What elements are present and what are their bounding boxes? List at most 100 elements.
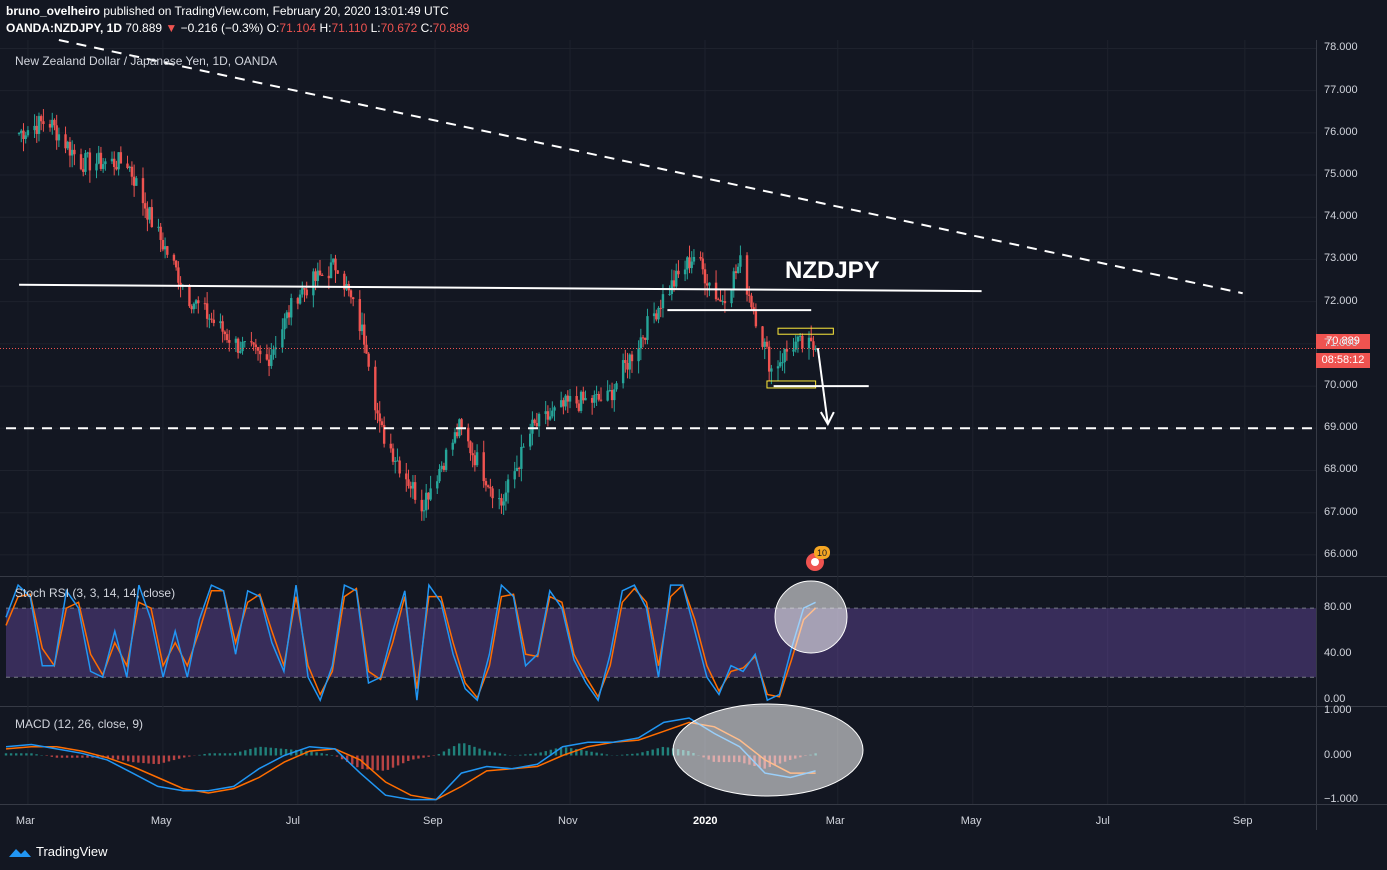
macd-hist-bar — [9, 753, 13, 756]
y-tick-label: 69.000 — [1324, 421, 1358, 434]
y-tick-label: 77.000 — [1324, 83, 1358, 96]
macd-hist-bar — [4, 753, 8, 756]
candle-body — [212, 319, 215, 324]
candle-body — [584, 398, 587, 401]
candle-body — [455, 432, 459, 437]
candle-body — [515, 467, 519, 472]
candle-body — [502, 501, 505, 506]
macd-y-tick-label: −1.000 — [1324, 792, 1358, 805]
candle-body — [42, 121, 45, 125]
x-tick-label: Sep — [1232, 815, 1253, 827]
event-badge-dot — [811, 558, 819, 566]
candle-body — [655, 313, 658, 320]
macd-hist-bar — [269, 747, 272, 756]
macd-hist-bar — [203, 753, 206, 756]
candle-body — [130, 166, 134, 177]
x-tick-label: Sep — [423, 815, 443, 827]
candle-body — [318, 270, 322, 275]
candle-body — [613, 389, 616, 401]
candle-body — [97, 152, 100, 164]
candle-body — [267, 359, 271, 366]
candle-body — [621, 360, 625, 384]
candle-body — [33, 125, 36, 131]
candle-body — [522, 446, 525, 448]
macd-hist-bar — [656, 748, 659, 756]
candle-body — [394, 460, 397, 462]
tradingview-icon — [9, 848, 31, 857]
macd-line — [5, 717, 816, 801]
y-tick-label: 74.000 — [1324, 210, 1358, 223]
candle-body — [535, 423, 539, 427]
candle-body — [670, 280, 674, 295]
candle-body — [376, 410, 379, 414]
macd-hist-bar — [493, 752, 497, 756]
macd-hist-bar — [325, 754, 328, 756]
macd-hist-bar — [239, 751, 242, 756]
candle-body — [39, 116, 43, 122]
macd-hist-bar — [590, 751, 593, 756]
candle-body — [628, 354, 631, 370]
candle-body — [26, 130, 30, 136]
macd-hist-bar — [534, 753, 537, 756]
macd-hist-bar — [30, 753, 33, 756]
candle-body — [453, 432, 457, 443]
candle-body — [566, 395, 570, 402]
candle-body — [810, 337, 813, 342]
macd-hist-bar — [172, 755, 176, 761]
candle-body — [349, 290, 353, 298]
macd-hist-bar — [529, 753, 532, 756]
candle-body — [396, 460, 399, 462]
candle-body — [659, 307, 662, 309]
macd-hist-bar — [208, 753, 211, 756]
candle-body — [365, 344, 368, 354]
candle-body — [225, 334, 229, 341]
author-name[interactable]: bruno_ovelheiro — [6, 4, 101, 18]
candle-body — [537, 413, 541, 427]
macd-hist-bar — [483, 750, 486, 756]
candle-body — [398, 460, 401, 474]
tradingview-logo[interactable]: TradingView — [8, 844, 108, 859]
candle-body — [205, 303, 209, 319]
candle-body — [413, 482, 417, 500]
candle-body — [20, 130, 23, 134]
candle-body — [115, 167, 118, 170]
y-tick-label: 66.000 — [1324, 547, 1358, 560]
candle-body — [484, 481, 488, 486]
candle-body — [163, 246, 167, 250]
candle-body — [24, 135, 27, 140]
macd-hist-bar — [198, 754, 201, 756]
macd-y-tick-label: 0.000 — [1324, 748, 1352, 761]
ohlc-line: OANDA:NZDJPY, 1D 70.889 ▼ −0.216 (−0.3%)… — [6, 21, 469, 35]
candle-body — [688, 257, 691, 269]
candle-body — [763, 341, 766, 347]
candle-body — [657, 307, 660, 320]
candle-body — [546, 411, 550, 420]
change-value: −0.216 (−0.3%) — [180, 21, 264, 35]
candle-body — [770, 368, 773, 372]
macd-hist-bar — [310, 751, 313, 756]
candle-body — [285, 312, 288, 319]
macd-hist-bar — [340, 755, 344, 760]
candle-body — [767, 346, 771, 372]
macd-hist-bar — [631, 753, 634, 756]
candle-body — [343, 273, 346, 290]
macd-hist-bar — [539, 752, 542, 756]
candle-body — [82, 169, 85, 172]
candle-body — [626, 362, 629, 370]
candle-body — [792, 349, 795, 352]
macd-hist-bar — [223, 753, 227, 756]
y-tick-label: 75.000 — [1324, 168, 1358, 181]
y-tick-label: 67.000 — [1324, 505, 1358, 518]
candle-body — [236, 338, 240, 353]
macd-hist-bar — [213, 753, 216, 756]
candle-body — [281, 329, 284, 348]
candle-body — [754, 311, 758, 327]
candle-body — [812, 341, 815, 350]
candle-body — [677, 270, 680, 275]
candle-body — [544, 411, 547, 414]
macd-hist-bar — [412, 755, 415, 760]
candle-body — [781, 362, 784, 364]
macd-hist-bar — [366, 755, 369, 770]
y-tick-label: 71.000 — [1324, 336, 1358, 349]
